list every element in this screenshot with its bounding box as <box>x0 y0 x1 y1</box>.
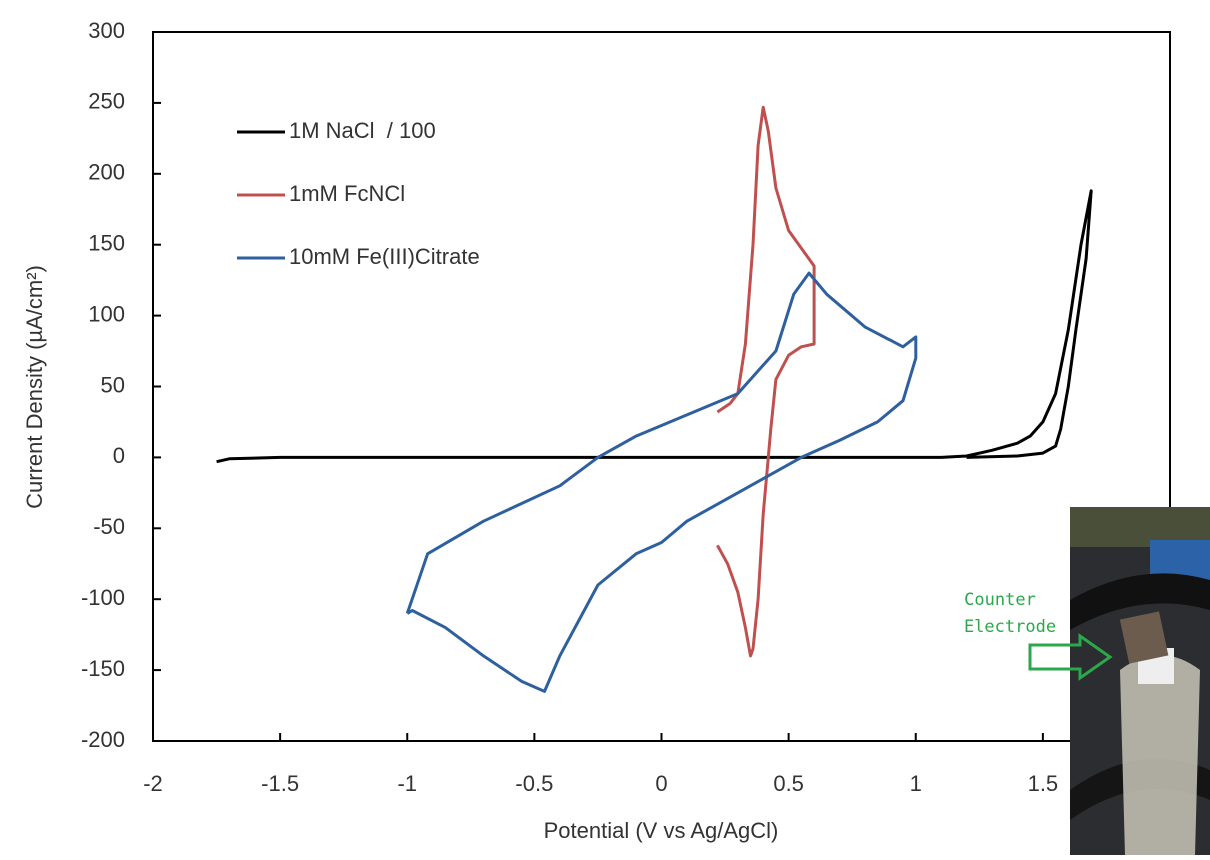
x-tick-label: -1.5 <box>261 771 299 796</box>
x-tick-label: -2 <box>143 771 163 796</box>
x-tick-label: -1 <box>397 771 417 796</box>
x-tick-label: 0 <box>655 771 667 796</box>
y-tick-label: -150 <box>81 656 125 681</box>
legend-label: 1mM FcNCl <box>289 181 405 206</box>
y-tick-label: 0 <box>113 443 125 468</box>
legend-label: 10mM Fe(III)Citrate <box>289 244 480 269</box>
arrow <box>1028 633 1113 681</box>
series-line <box>216 189 1093 464</box>
x-axis-label: Potential (V vs Ag/AgCl) <box>544 818 779 843</box>
y-tick-label: -100 <box>81 585 125 610</box>
y-tick-label: 150 <box>88 231 125 256</box>
series-line <box>716 105 816 658</box>
legend-label: 1M NaCl / 100 <box>289 118 436 143</box>
x-tick-label: 0.5 <box>773 771 804 796</box>
annotation: Electrode <box>964 617 1056 637</box>
y-tick-label: 100 <box>88 301 125 326</box>
y-tick-label: 300 <box>88 18 125 43</box>
annotation: Counter <box>964 590 1036 610</box>
y-tick-label: -50 <box>93 514 125 539</box>
photo-electrode <box>1119 611 1169 664</box>
x-tick-label: 1.5 <box>1028 771 1059 796</box>
y-tick-label: -200 <box>81 727 125 752</box>
y-tick-label: 200 <box>88 160 125 185</box>
y-axis-label: Current Density (µA/cm²) <box>22 265 47 509</box>
y-tick-label: 50 <box>101 372 125 397</box>
series-line <box>405 271 918 693</box>
x-tick-label: 1 <box>910 771 922 796</box>
x-tick-label: -0.5 <box>515 771 553 796</box>
photo-cable <box>1070 573 1210 630</box>
y-tick-label: 250 <box>88 89 125 114</box>
photo-vial <box>1120 655 1200 855</box>
inset-photo: Counter Electrode <box>964 507 1210 855</box>
plot: -200 -150 -100 -50 0 50 100 150 200 250 300 -2 -1.5 -… <box>81 18 1093 796</box>
